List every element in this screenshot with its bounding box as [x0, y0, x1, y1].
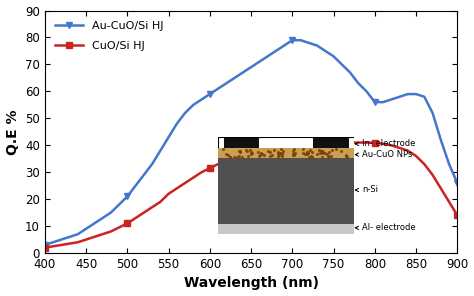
Au-CuO/Si HJ: [42, 243, 48, 247]
Text: Al- electrode: Al- electrode: [356, 223, 416, 232]
CuO/Si HJ: [42, 246, 48, 250]
CuO/Si HJ: [133, 216, 138, 220]
CuO/Si HJ: [455, 213, 460, 217]
CuO/Si HJ: [446, 200, 452, 204]
CuO/Si HJ: [166, 192, 172, 196]
Au-CuO/Si HJ: [133, 184, 138, 187]
Text: In- electrode: In- electrode: [356, 139, 416, 148]
Line: CuO/Si HJ: CuO/Si HJ: [42, 140, 460, 250]
Au-CuO/Si HJ: [446, 162, 452, 166]
CuO/Si HJ: [174, 186, 180, 190]
Au-CuO/Si HJ: [166, 135, 172, 139]
Text: Au-CuO NPs: Au-CuO NPs: [356, 150, 413, 159]
Au-CuO/Si HJ: [347, 71, 353, 74]
Au-CuO/Si HJ: [174, 122, 180, 126]
Line: Au-CuO/Si HJ: Au-CuO/Si HJ: [42, 37, 460, 248]
CuO/Si HJ: [322, 141, 328, 144]
CuO/Si HJ: [347, 141, 353, 144]
Text: n-Si: n-Si: [356, 186, 378, 194]
Au-CuO/Si HJ: [322, 49, 328, 53]
Y-axis label: Q.E %: Q.E %: [6, 109, 19, 155]
X-axis label: Wavelength (nm): Wavelength (nm): [183, 276, 319, 290]
Au-CuO/Si HJ: [290, 38, 295, 42]
Legend: Au-CuO/Si HJ, CuO/Si HJ: Au-CuO/Si HJ, CuO/Si HJ: [50, 16, 167, 55]
Au-CuO/Si HJ: [455, 181, 460, 185]
CuO/Si HJ: [314, 141, 320, 144]
